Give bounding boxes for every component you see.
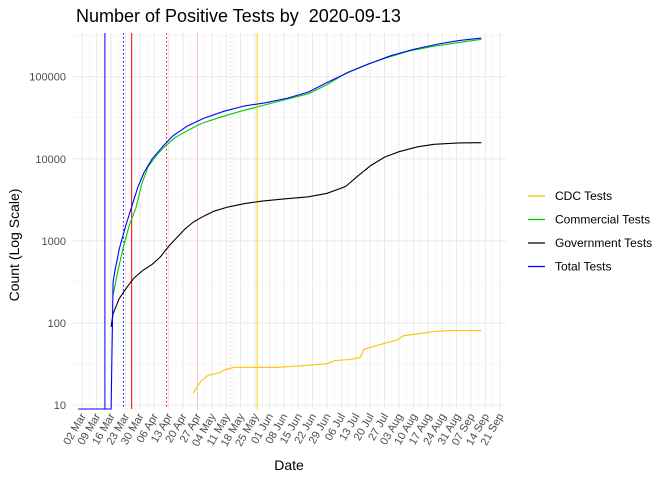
series-lines xyxy=(78,37,482,410)
y-tick-label: 10000 xyxy=(35,154,66,166)
gridlines xyxy=(72,33,506,409)
legend-label: Total Tests xyxy=(555,260,611,274)
y-tick-label: 1000 xyxy=(42,236,66,248)
y-axis-ticks: 10 100 1000 10000 100000 xyxy=(29,72,66,413)
y-tick-label: 10 xyxy=(54,400,66,412)
y-axis-title: Count (Log Scale) xyxy=(6,189,22,302)
chart-title: Number of Positive Tests by 2020-09-13 xyxy=(76,6,401,26)
legend-label: CDC Tests xyxy=(555,189,612,203)
series-line-total-tests xyxy=(78,37,482,410)
legend-label: Commercial Tests xyxy=(555,213,650,227)
y-tick-label: 100 xyxy=(48,318,66,330)
legend: CDC Tests Commercial Tests Government Test… xyxy=(528,189,652,274)
reference-lines xyxy=(104,33,258,409)
y-tick-label: 100000 xyxy=(29,72,66,84)
legend-label: Government Tests xyxy=(555,236,652,250)
x-axis-title: Date xyxy=(274,457,304,473)
series-line-government-tests xyxy=(110,142,482,327)
series-line-cdc-tests xyxy=(192,330,482,394)
